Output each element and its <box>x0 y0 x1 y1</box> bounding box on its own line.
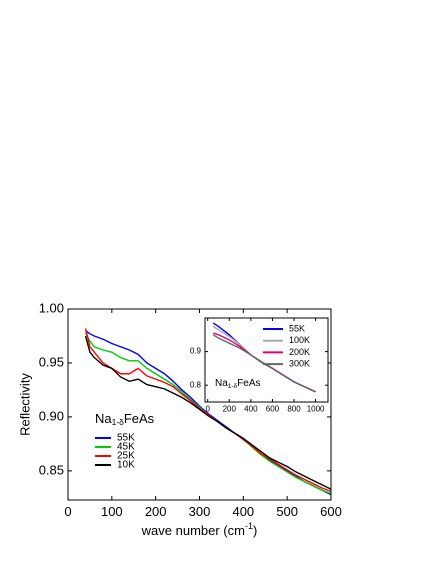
y-tick-label: 0.95 <box>39 354 64 369</box>
series-line <box>212 334 316 393</box>
series-line <box>84 328 332 493</box>
annotation: Na1-δFeAs <box>215 378 261 390</box>
x-tick-label: 300 <box>189 504 211 519</box>
y-tick-label: 0.90 <box>39 408 64 423</box>
legend-label: 100K <box>289 335 310 345</box>
legend-label: 300K <box>289 358 310 368</box>
legend-label: 55K <box>289 323 305 333</box>
x-tick-label: 200 <box>223 405 237 414</box>
x-tick-label: 600 <box>266 405 280 414</box>
x-axis-label-sup: -1 <box>245 521 253 531</box>
legend-label: 55K <box>117 433 135 444</box>
legend-label: 200K <box>289 347 310 357</box>
annotation-sub: 1-δ <box>112 417 125 427</box>
plot-frame <box>204 317 329 403</box>
annotation-base: Na <box>95 411 112 426</box>
x-tick-label: 0 <box>64 504 71 519</box>
annotation-rest: FeAs <box>237 378 260 389</box>
annotation-base: Na <box>215 378 228 389</box>
x-tick-label: 400 <box>232 504 254 519</box>
y-axis-label: Reflectivity <box>17 373 32 436</box>
y-tick-label: 0.85 <box>39 462 64 477</box>
legend-label: 10K <box>117 460 135 471</box>
x-tick-label: 800 <box>287 405 301 414</box>
annotation: Na1-δFeAs <box>95 411 155 427</box>
series-line <box>84 335 332 490</box>
x-tick-label: 500 <box>276 504 298 519</box>
y-tick-label: 0.8 <box>190 380 202 389</box>
x-tick-label: 600 <box>320 504 342 519</box>
series-line <box>85 330 332 496</box>
x-tick-label: 100 <box>101 504 123 519</box>
x-axis-label-text: wave number (cm <box>141 523 245 538</box>
x-axis-label: wave number (cm-1) <box>141 521 258 538</box>
annotation-sub: 1-δ <box>228 383 238 390</box>
legend-label: 45K <box>117 442 135 453</box>
y-tick-label: 1.00 <box>39 300 64 315</box>
y-tick-label: 0.9 <box>190 347 202 356</box>
x-axis-label-end: ) <box>253 523 257 538</box>
annotation-rest: FeAs <box>124 411 155 426</box>
x-tick-label: 1000 <box>307 405 325 414</box>
legend-label: 25K <box>117 451 135 462</box>
x-tick-label: 200 <box>145 504 167 519</box>
x-tick-label: 400 <box>244 405 258 414</box>
x-tick-label: 0 <box>205 405 210 414</box>
